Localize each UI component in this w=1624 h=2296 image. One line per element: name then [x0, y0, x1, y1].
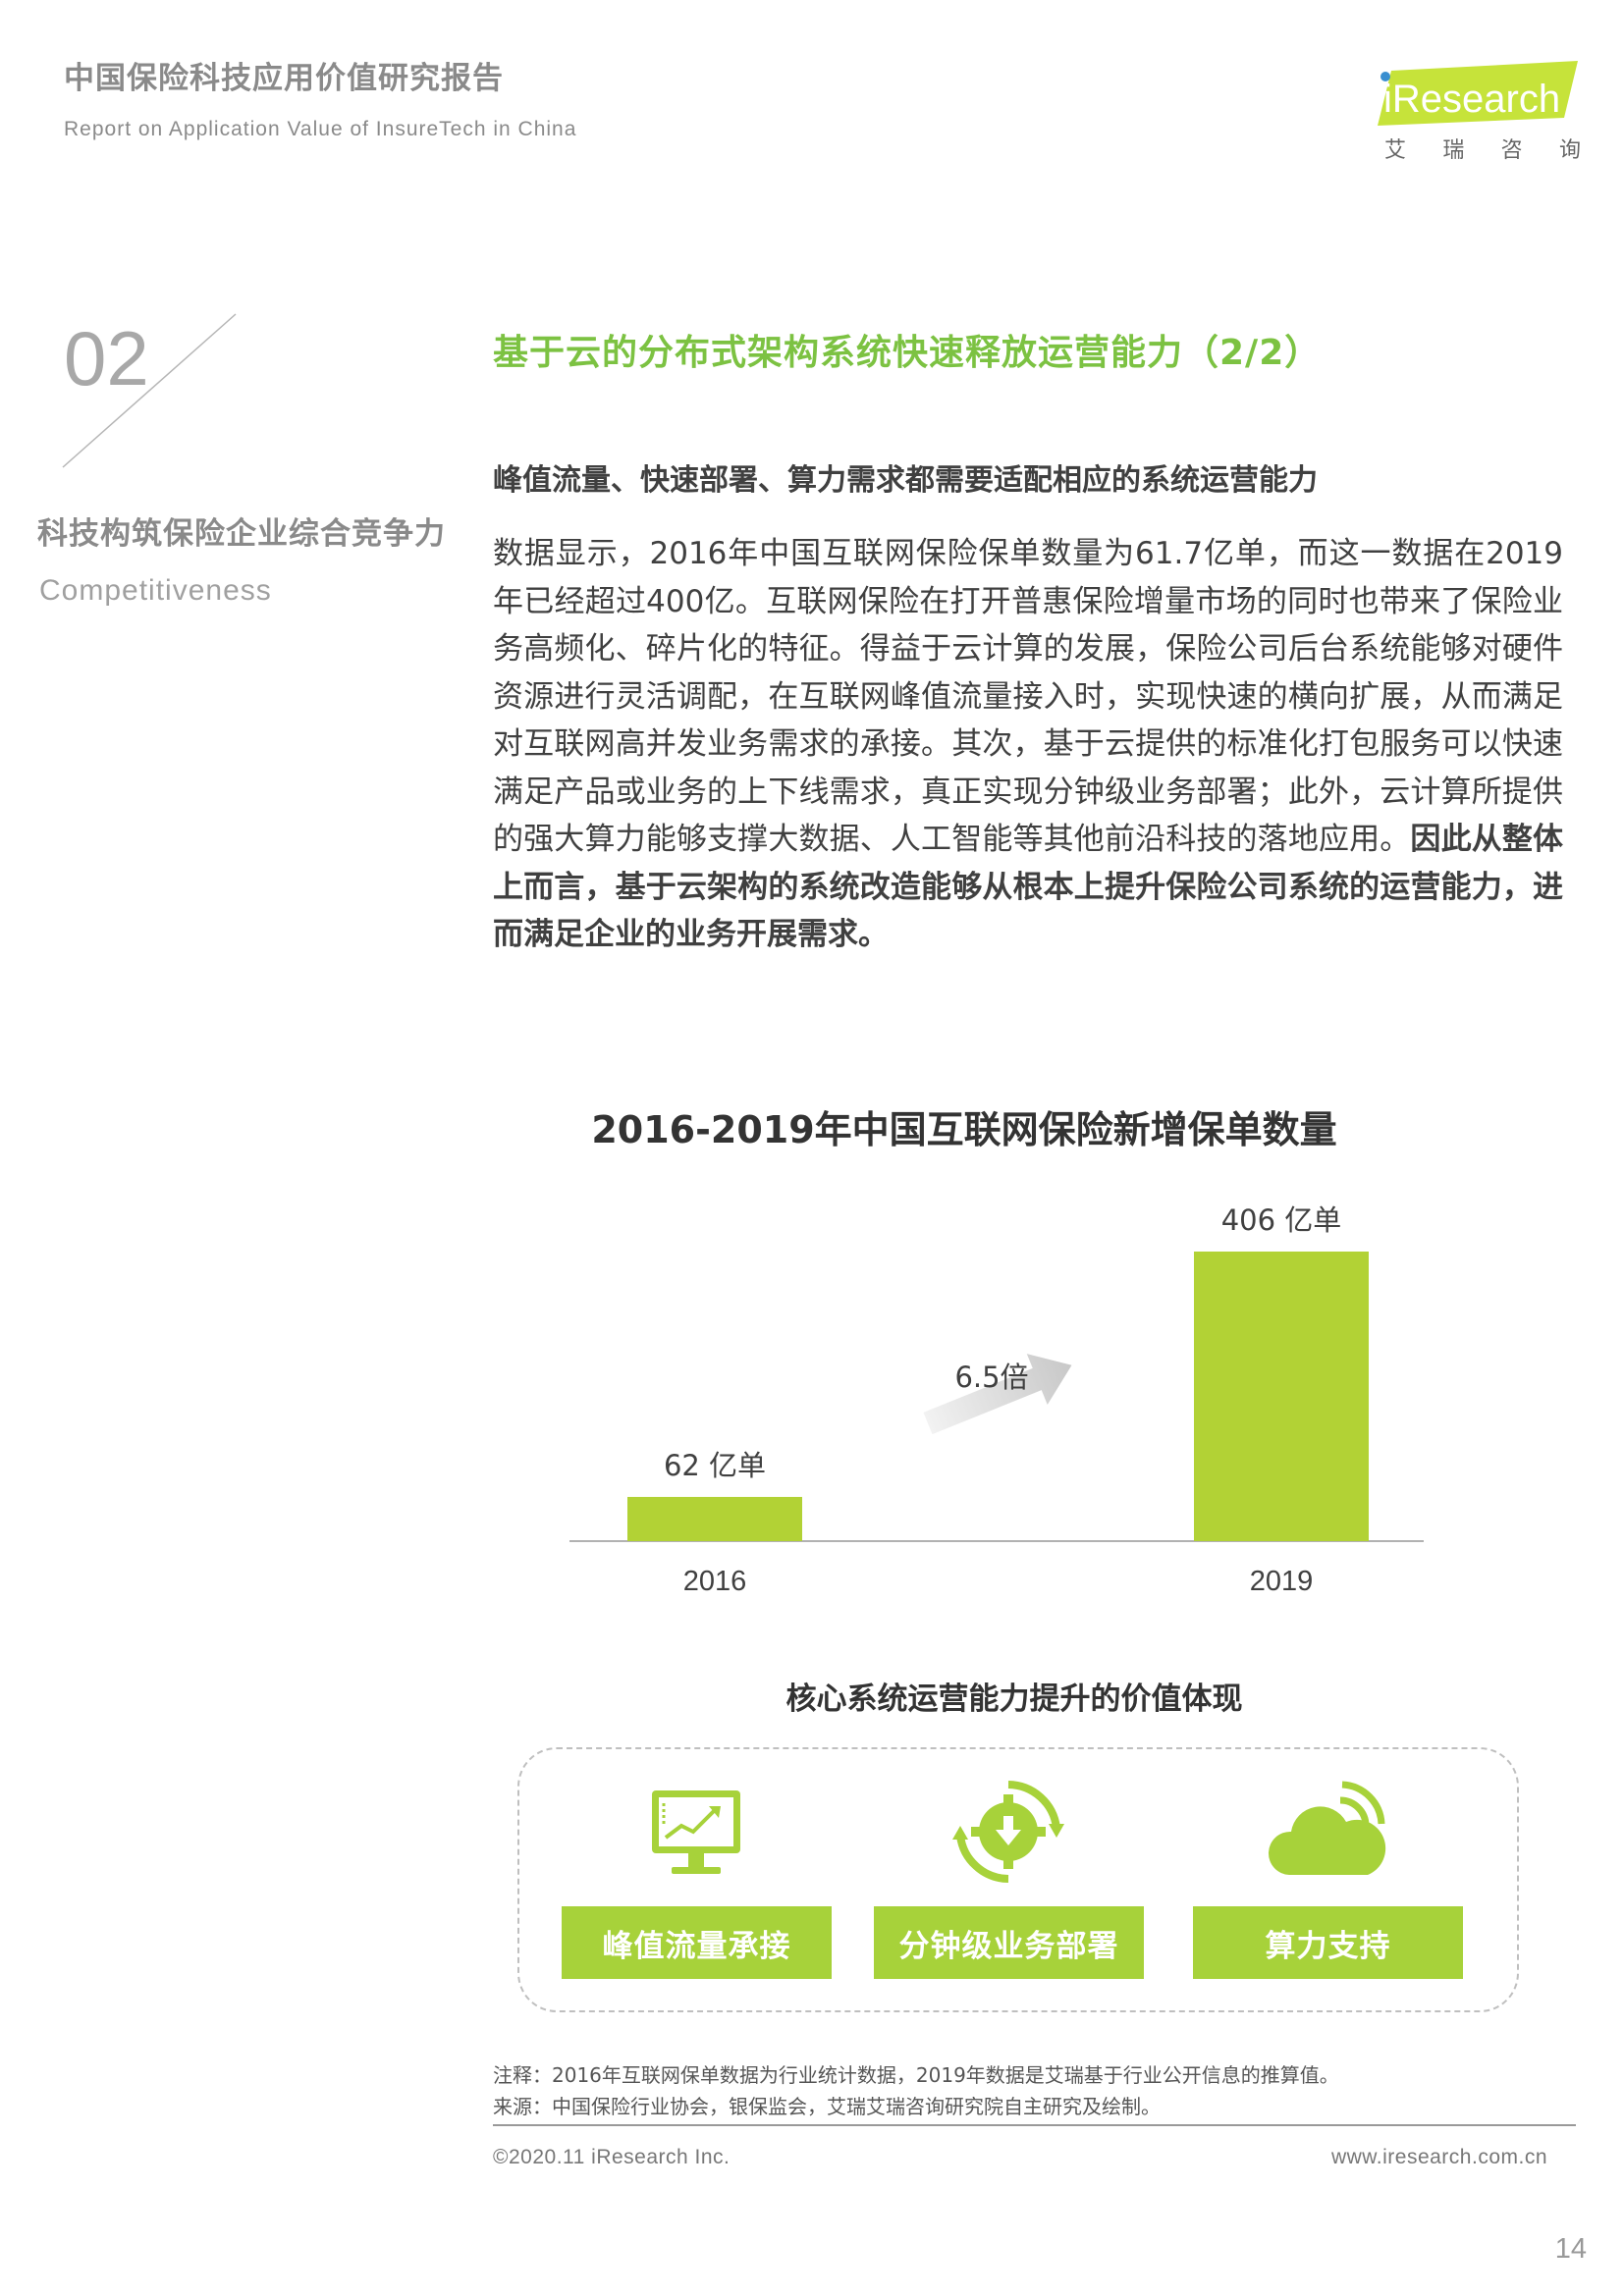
body-paragraph: 数据显示，2016年中国互联网保险保单数量为61.7亿单，而这一数据在2019年… — [493, 530, 1563, 959]
report-title: 中国保险科技应用价值研究报告 — [64, 61, 504, 96]
note-text: 注释：2016年互联网保单数据为行业统计数据，2019年数据是艾瑞基于行业公开信… — [493, 2063, 1339, 2087]
footer-divider — [493, 2124, 1576, 2126]
subheading: 峰值流量、快速部署、算力需求都需要适配相应的系统运营能力 — [493, 463, 1318, 498]
minute-deploy-button: 分钟级业务部署 — [874, 1906, 1144, 1979]
value-item-compute: 算力支持 — [1193, 1777, 1463, 1993]
monitor-chart-icon — [652, 1790, 740, 1874]
body-text-bold: 因此从整体上而言，基于云架构的系统改造能够从根本上提升保险公司系统的运营能力，进… — [493, 822, 1564, 952]
bar-2016 — [627, 1496, 802, 1541]
value-item-minute-deploy: 分钟级业务部署 — [874, 1777, 1144, 1993]
growth-arrow — [923, 1354, 1072, 1435]
growth-arrow-shape — [923, 1354, 1072, 1435]
growth-annotation: 6.5倍 — [954, 1361, 1028, 1394]
value-section-title: 核心系统运营能力提升的价值体现 — [785, 1682, 1243, 1717]
section-number: 02 — [64, 315, 149, 401]
value-section-box — [517, 1747, 1519, 2012]
data-label-2019: 406 亿单 — [1221, 1203, 1342, 1237]
logo-cn: 艾瑞咨询 — [1384, 138, 1581, 163]
bar-chart: 62 亿单 2016 406 亿单 2019 6.5倍 — [569, 1203, 1424, 1597]
tick-label-2016: 2016 — [683, 1566, 747, 1597]
peak-traffic-button: 峰值流量承接 — [562, 1906, 832, 1979]
tick-label-2019: 2019 — [1250, 1566, 1314, 1597]
page-number: 14 — [1554, 2233, 1587, 2265]
value-item-peak-traffic: 峰值流量承接 — [562, 1777, 832, 1993]
report-subtitle: Report on Application Value of InsureTec… — [64, 118, 577, 140]
website-link[interactable]: www.iresearch.com.cn — [1330, 2146, 1547, 2168]
page-title: 基于云的分布式架构系统快速释放运营能力（2/2） — [493, 333, 1322, 373]
iresearch-logo: iResearch — [1378, 61, 1578, 126]
section-title-cn: 科技构筑保险企业综合竞争力 — [37, 516, 446, 552]
section-title-en: Competitiveness — [39, 574, 272, 607]
section-divider-line — [62, 313, 237, 468]
data-label-2016: 62 亿单 — [664, 1449, 766, 1482]
source-text: 来源：中国保险行业协会，银保监会，艾瑞艾瑞咨询研究院自主研究及绘制。 — [493, 2095, 1161, 2118]
compute-support-button: 算力支持 — [1193, 1906, 1463, 1979]
bar-2019 — [1194, 1252, 1369, 1541]
gear-refresh-icon — [952, 1781, 1064, 1883]
logo-text: iResearch — [1383, 78, 1560, 121]
cloud-signal-icon — [1268, 1781, 1386, 1875]
chart-title: 2016-2019年中国互联网保险新增保单数量 — [591, 1108, 1337, 1151]
body-text-normal: 数据显示，2016年中国互联网保险保单数量为61.7亿单，而这一数据在2019年… — [493, 536, 1563, 857]
copyright: ©2020.11 iResearch Inc. — [493, 2146, 731, 2168]
